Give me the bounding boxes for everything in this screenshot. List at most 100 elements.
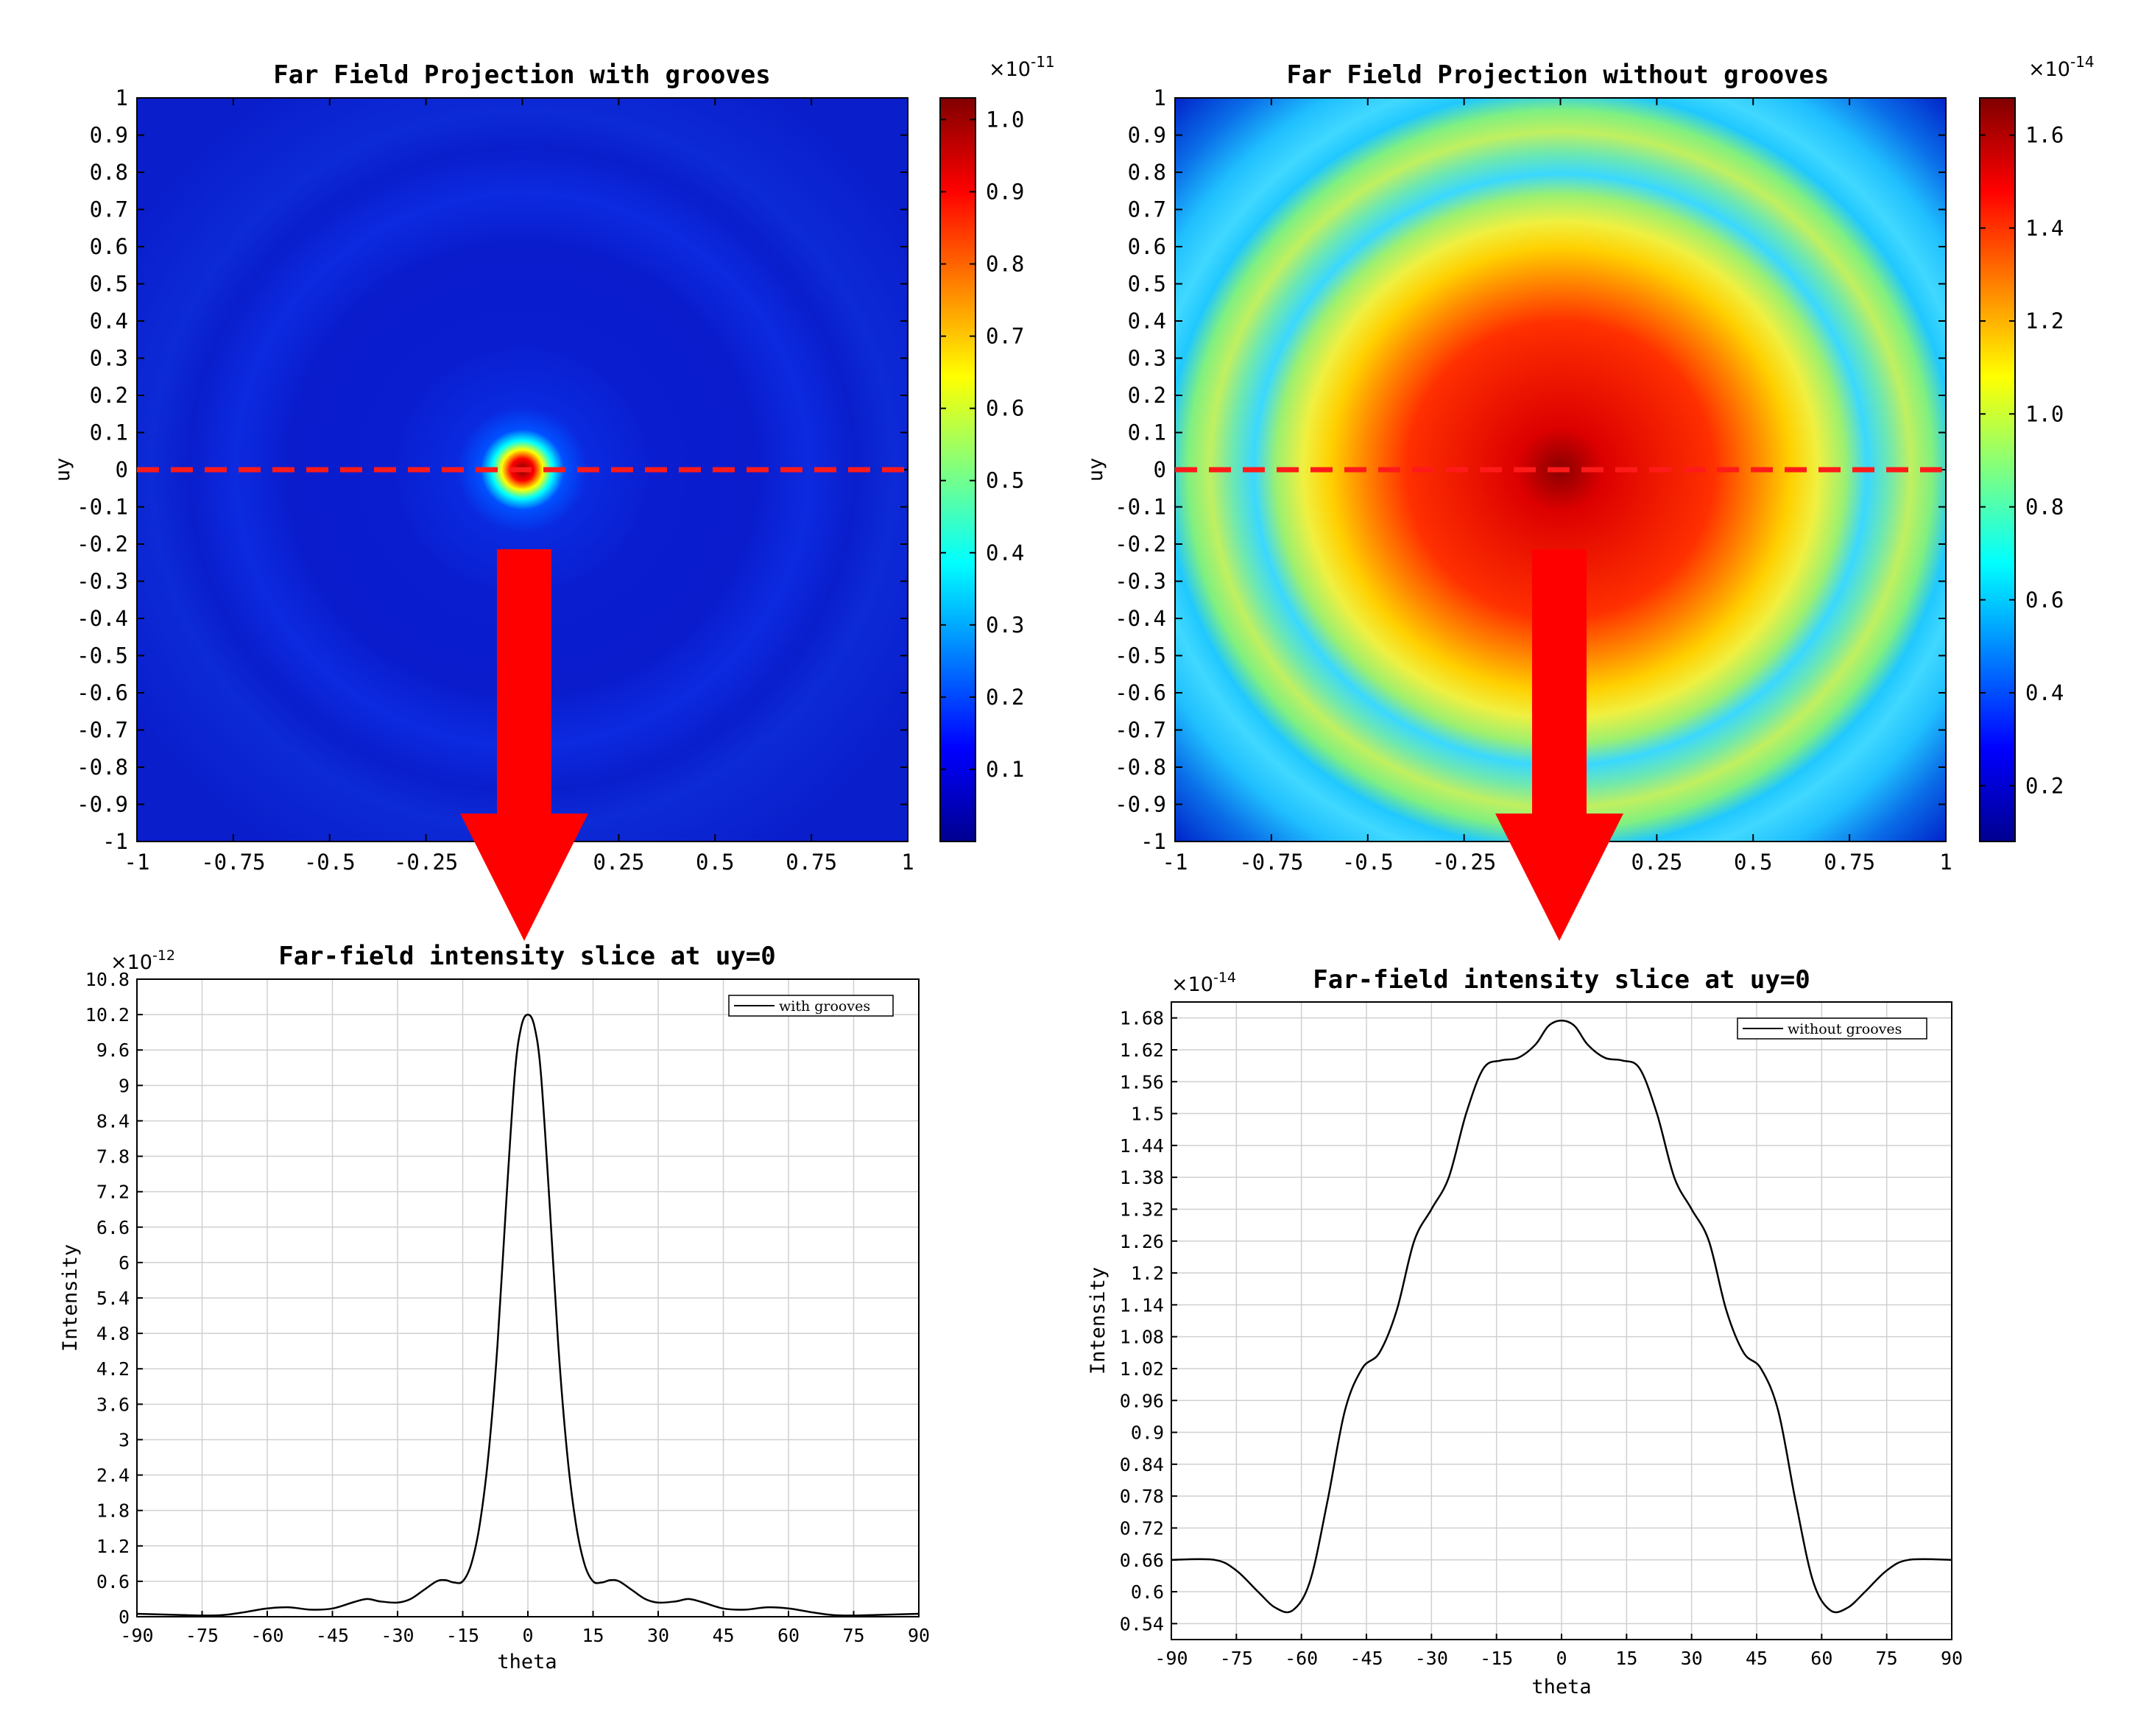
slice-a-xtick-label: -90 bbox=[120, 1625, 153, 1646]
heatmap-b-xtick-label: -0.75 bbox=[1239, 850, 1303, 875]
slice-b-xtick-label: -90 bbox=[1154, 1648, 1188, 1669]
heatmap-b-xtick-label: 0.5 bbox=[1734, 850, 1772, 875]
heatmap-a-y-ticks: 1 0.9 0.8 0.7 0.6 0.5 0.4 0.3 0.2 0.1 0 -0.1 -0.2 -0.… bbox=[77, 85, 908, 854]
slice-b-x-ticks: -90 -75 -60 -45 -30 -15 0 15 30 45 60 75 90 bbox=[1154, 1634, 1963, 1669]
heatmap-a-ytick-label: -0.9 bbox=[77, 792, 128, 817]
slice-b-xtick-label: 15 bbox=[1615, 1648, 1637, 1669]
slice-a-ytick-label: 7.2 bbox=[96, 1182, 130, 1203]
slice-b-ytick-label: 1.5 bbox=[1131, 1104, 1164, 1125]
slice-b-ytick-label: 0.72 bbox=[1120, 1517, 1164, 1539]
heatmap-a-colorbar-multiplier: ×10-11 bbox=[989, 53, 1055, 81]
slice-b-ytick-label: 1.26 bbox=[1120, 1231, 1164, 1252]
slice-b-ytick-label: 1.38 bbox=[1120, 1167, 1164, 1188]
heatmap-b-ytick-label: 0 bbox=[1154, 457, 1166, 482]
slice-a-grid bbox=[136, 978, 920, 1617]
slice-a-ytick-label: 7.8 bbox=[96, 1146, 130, 1168]
slice-a-frame bbox=[136, 978, 920, 1617]
heatmap-a-cb-tick-label: 0.9 bbox=[986, 179, 1024, 204]
heatmap-a-xtick-label: 0.75 bbox=[786, 850, 837, 875]
heatmap-a-ytick-label: 0.2 bbox=[90, 383, 128, 408]
slice-a-ytick-label: 9 bbox=[119, 1075, 130, 1096]
slice-a-ytick-label: 0.6 bbox=[96, 1571, 130, 1592]
heatmap-b-ytick-label: 0.9 bbox=[1128, 123, 1166, 148]
heatmap-b-ytick-label: 1 bbox=[1154, 85, 1166, 110]
slice-b-curve bbox=[1171, 1020, 1952, 1614]
heatmap-a-cb-tick-label: 0.3 bbox=[986, 613, 1024, 638]
heatmap-b-cb-tick-label: 0.8 bbox=[2025, 495, 2064, 520]
heatmap-b-ytick-label: -0.2 bbox=[1115, 532, 1166, 557]
slice-b-title: Far-field intensity slice at uy=0 bbox=[1313, 965, 1810, 995]
heatmap-b-ytick-label: -0.3 bbox=[1115, 569, 1166, 594]
slice-chart-without-grooves: Far-field intensity slice at uy=0 ×10-14… bbox=[1087, 965, 1963, 1698]
slice-b-ytick-label: 1.2 bbox=[1131, 1263, 1164, 1284]
heatmap-b-ytick-label: 0.7 bbox=[1128, 197, 1166, 222]
heatmap-b-ytick-label: 0.3 bbox=[1128, 346, 1166, 371]
heatmap-a-ytick-label: -0.6 bbox=[77, 680, 128, 705]
heatmap-b-colorbar-multiplier: ×10-14 bbox=[2028, 53, 2095, 81]
slice-chart-with-grooves: Far-field intensity slice at uy=0 ×10-12… bbox=[59, 942, 930, 1673]
slice-a-ytick-label: 4.2 bbox=[96, 1358, 130, 1380]
slice-b-ytick-label: 1.32 bbox=[1120, 1199, 1164, 1220]
slice-b-xtick-label: -45 bbox=[1350, 1648, 1383, 1669]
slice-b-ytick-label: 1.08 bbox=[1120, 1327, 1164, 1348]
slice-a-ytick-label: 5.4 bbox=[96, 1288, 130, 1309]
slice-a-xtick-label: 15 bbox=[582, 1625, 604, 1646]
heatmap-b-ytick-label: -0.9 bbox=[1115, 792, 1166, 817]
slice-b-ytick-label: 1.56 bbox=[1120, 1071, 1164, 1093]
heatmap-b-xtick-label: 0.25 bbox=[1631, 850, 1682, 875]
slice-b-ytick-label: 0.9 bbox=[1131, 1422, 1164, 1444]
slice-b-xtick-label: 30 bbox=[1681, 1648, 1703, 1669]
heatmap-b-cb-tick-label: 1.4 bbox=[2025, 216, 2064, 241]
arrow-b bbox=[1495, 549, 1623, 941]
slice-b-xtick-label: -60 bbox=[1285, 1648, 1318, 1669]
heatmap-b-ytick-label: 0.6 bbox=[1128, 234, 1166, 259]
heatmap-a-colorbar-ticks: 1.0 0.9 0.8 0.7 0.6 0.5 0.4 0.3 0.2 0.1 bbox=[940, 107, 1024, 782]
heatmap-b-cb-tick-label: 1.6 bbox=[2025, 123, 2064, 148]
slice-b-y-ticks: 1.68 1.62 1.56 1.5 1.44 1.38 1.32 1.26 1.2 1.14 1.… bbox=[1120, 1008, 1177, 1634]
slice-b-xtick-label: 75 bbox=[1876, 1648, 1898, 1669]
heatmap-b-ytick-label: -0.6 bbox=[1115, 680, 1166, 705]
heatmap-b-ytick-label: 0.5 bbox=[1128, 272, 1166, 297]
slice-a-ytick-label: 10.2 bbox=[85, 1004, 130, 1026]
heatmap-a-x-ticks: -1-0.75-0.5-0.2500.250.50.751 bbox=[124, 98, 914, 875]
slice-b-xtick-label: 60 bbox=[1810, 1648, 1832, 1669]
heatmap-a-ytick-label: 0.7 bbox=[90, 197, 128, 222]
heatmap-b-xtick-label: 1 bbox=[1939, 850, 1952, 875]
heatmap-b-xtick-label: -0.25 bbox=[1432, 850, 1496, 875]
slice-b-ytick-label: 1.02 bbox=[1120, 1358, 1164, 1380]
heatmap-b-colorbar bbox=[1980, 98, 2015, 841]
slice-b-ytick-label: 0.96 bbox=[1120, 1390, 1164, 1411]
heatmap-a-ytick-label: 0.4 bbox=[90, 308, 128, 334]
slice-a-ytick-label: 3.6 bbox=[96, 1394, 130, 1415]
slice-b-ytick-label: 1.68 bbox=[1120, 1008, 1164, 1029]
heatmap-a-xtick-label: 0.5 bbox=[696, 850, 734, 875]
heatmap-b-y-ticks: 1 0.9 0.8 0.7 0.6 0.5 0.4 0.3 0.2 0.1 0 -0.1 -0.2 -0.… bbox=[1115, 85, 1946, 854]
heatmap-b-cb-tick-label: 1.0 bbox=[2025, 401, 2064, 426]
heatmap-b-colorbar-frame bbox=[1979, 97, 2016, 842]
heatmap-b-cb-tick-label: 0.4 bbox=[2025, 680, 2064, 705]
slice-a-ytick-label: 2.4 bbox=[96, 1465, 130, 1486]
slice-a-ylabel: Intensity bbox=[59, 1244, 82, 1352]
heatmap-a-ytick-label: -0.4 bbox=[77, 606, 128, 631]
heatmap-b-ytick-label: 0.2 bbox=[1128, 383, 1166, 408]
heatmap-a-cb-tick-label: 1.0 bbox=[986, 107, 1024, 132]
heatmap-a-cb-tick-label: 0.5 bbox=[986, 468, 1024, 493]
heatmap-b-ytick-label: 0.1 bbox=[1128, 420, 1166, 445]
slice-a-xtick-label: 60 bbox=[777, 1625, 800, 1646]
slice-b-frame bbox=[1171, 1001, 1952, 1640]
heatmap-a-xtick-label: -0.75 bbox=[201, 850, 265, 875]
heatmap-b-ytick-label: 0.8 bbox=[1128, 160, 1166, 185]
heatmap-a-ytick-label: -0.5 bbox=[77, 643, 128, 668]
slice-a-title: Far-field intensity slice at uy=0 bbox=[278, 942, 776, 971]
slice-b-ytick-label: 0.6 bbox=[1131, 1581, 1164, 1603]
heatmap-a-ytick-label: 0.8 bbox=[90, 160, 128, 185]
slice-b-legend-label: without grooves bbox=[1788, 1021, 1902, 1037]
heatmap-a-ytick-label: -1 bbox=[102, 829, 128, 854]
heatmap-a-cb-tick-label: 0.8 bbox=[986, 252, 1024, 277]
slice-b-multiplier: ×10-14 bbox=[1171, 970, 1236, 996]
slice-b-xtick-label: -75 bbox=[1220, 1648, 1253, 1669]
heatmap-b-ytick-label: -0.7 bbox=[1115, 718, 1166, 743]
heatmap-a-ytick-label: 0.1 bbox=[90, 420, 128, 445]
slice-a-ytick-label: 1.8 bbox=[96, 1500, 130, 1522]
heatmap-a-cb-tick-label: 0.7 bbox=[986, 324, 1024, 349]
